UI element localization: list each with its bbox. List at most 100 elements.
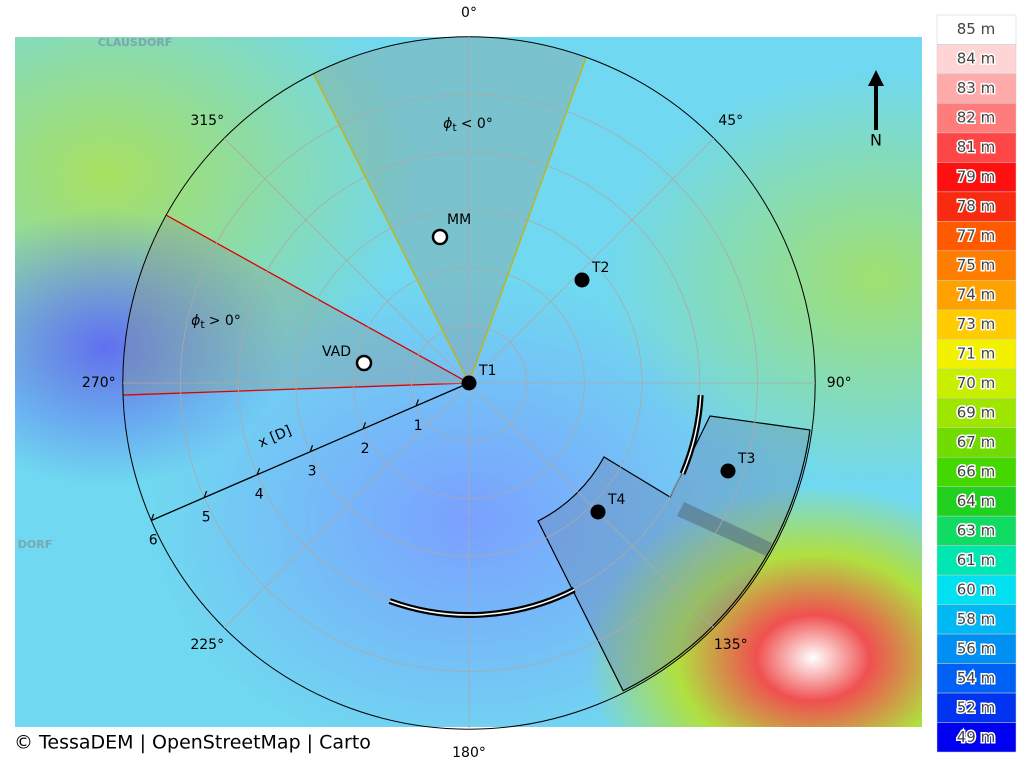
legend-swatch — [936, 486, 1017, 517]
turbine — [590, 504, 606, 520]
legend-label: 69 m — [957, 403, 995, 421]
turbine-label: T2 — [591, 260, 609, 276]
legend-label: 75 m — [957, 256, 995, 274]
legend-swatch — [936, 73, 1017, 104]
legend-swatch — [936, 663, 1017, 694]
axis-tick — [309, 445, 314, 452]
arc-marker — [681, 395, 702, 474]
bearing-label: 180° — [452, 745, 486, 761]
place-label: CLAUSDORF — [98, 36, 173, 49]
wake-band — [677, 502, 772, 556]
grid-spoke — [223, 137, 470, 384]
legend-swatch — [936, 132, 1017, 163]
legend-label: 58 m — [957, 610, 995, 628]
instrument-label: VAD — [322, 344, 351, 360]
legend-label: 84 m — [957, 50, 995, 68]
axis-tick — [203, 490, 208, 498]
sector-label: ϕt > 0° — [191, 313, 241, 331]
turbine-label: T4 — [607, 492, 626, 508]
turbine-label: T3 — [737, 451, 755, 467]
legend-label: 52 m — [957, 698, 995, 716]
sector-label: ϕt < 0° — [443, 116, 493, 134]
legend-label: 56 m — [957, 639, 995, 657]
legend-swatch — [936, 427, 1017, 458]
symbol: ϕ — [443, 116, 452, 132]
subscript: t — [200, 318, 205, 331]
instrument-label: MM — [447, 212, 471, 228]
legend-swatch — [936, 250, 1017, 281]
bearing-label: 0° — [461, 5, 477, 21]
legend-swatch — [936, 221, 1017, 252]
legend-label: 83 m — [957, 79, 995, 97]
bearing-label: 135° — [714, 637, 748, 653]
legend-swatch — [936, 574, 1017, 605]
legend-label: 63 m — [957, 521, 995, 539]
axis-tick — [256, 467, 261, 475]
bearing-label: 225° — [190, 637, 224, 653]
legend-label: 61 m — [957, 551, 995, 569]
symbol: ϕ — [191, 313, 200, 329]
axis-tick-label: 6 — [149, 532, 158, 548]
legend-label: 64 m — [957, 492, 995, 510]
sector — [313, 36, 587, 384]
sector — [122, 215, 470, 396]
legend-label: 79 m — [957, 168, 995, 186]
subscript: t — [452, 121, 457, 134]
axis-tick — [150, 513, 155, 521]
grid-spoke — [468, 382, 715, 629]
wake-region — [537, 415, 811, 692]
legend-label: 74 m — [957, 286, 995, 304]
legend-swatch — [936, 722, 1017, 753]
grid-spoke — [223, 382, 470, 629]
place-label: DORF — [18, 538, 52, 551]
legend: 85 m 84 m 83 m 82 m 81 m 79 m 78 m 77 m 75 m 74 m… — [936, 14, 1017, 753]
instrument — [431, 228, 449, 246]
axis-tick — [415, 399, 419, 407]
legend-swatch — [936, 456, 1017, 487]
axis-tick — [362, 422, 367, 430]
legend-label: 66 m — [957, 462, 995, 480]
instrument — [355, 354, 373, 372]
legend-label: 82 m — [957, 109, 995, 127]
turbine — [720, 463, 736, 479]
axis-tick-label: 2 — [361, 441, 370, 457]
axis-tick-label: 5 — [202, 510, 211, 526]
north-arrow: N — [868, 70, 884, 150]
legend-label: 71 m — [957, 345, 995, 363]
legend-label: 77 m — [957, 227, 995, 245]
turbine — [574, 272, 590, 288]
legend-swatch — [936, 545, 1017, 576]
condition: > 0° — [209, 313, 241, 329]
legend-swatch — [936, 44, 1017, 75]
bearing-label: 45° — [718, 113, 743, 129]
legend-swatch — [936, 633, 1017, 664]
legend-label: 49 m — [957, 728, 995, 746]
legend-swatch — [936, 191, 1017, 222]
legend-label: 81 m — [957, 138, 995, 156]
legend-label: 60 m — [957, 580, 995, 598]
legend-swatch — [936, 692, 1017, 723]
legend-label: 67 m — [957, 433, 995, 451]
legend-label: 54 m — [957, 669, 995, 687]
attribution: © TessaDEM | OpenStreetMap | Carto — [14, 732, 371, 754]
arc-marker — [389, 589, 575, 616]
grid-spoke — [468, 137, 715, 384]
bearing-label: 315° — [190, 113, 224, 129]
axis-tick-label: 4 — [255, 487, 264, 503]
legend-swatch — [936, 604, 1017, 635]
legend-swatch — [936, 309, 1017, 340]
legend-label: 73 m — [957, 315, 995, 333]
bearing-label: 270° — [82, 375, 116, 391]
condition: < 0° — [461, 116, 493, 132]
turbine — [461, 375, 477, 391]
legend-swatch — [936, 339, 1017, 370]
legend-swatch — [936, 103, 1017, 134]
legend-label: 78 m — [957, 197, 995, 215]
bearing-label: 90° — [827, 375, 852, 391]
legend-swatch — [936, 14, 1017, 45]
legend-swatch — [936, 162, 1017, 193]
legend-swatch — [936, 368, 1017, 399]
turbine-label: T1 — [478, 363, 496, 379]
